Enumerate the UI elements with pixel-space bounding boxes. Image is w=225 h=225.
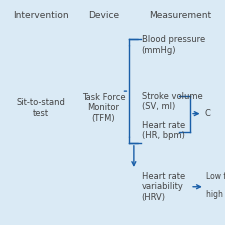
Text: Low fre: Low fre <box>206 172 225 181</box>
Text: Device: Device <box>88 11 119 20</box>
Text: Heart rate
variability
(HRV): Heart rate variability (HRV) <box>142 172 185 202</box>
Text: Blood pressure
(mmHg): Blood pressure (mmHg) <box>142 35 205 55</box>
Text: Heart rate
(HR, bpm): Heart rate (HR, bpm) <box>142 121 185 140</box>
Text: C: C <box>205 109 211 118</box>
Text: Measurement: Measurement <box>149 11 211 20</box>
Text: high fre: high fre <box>206 190 225 199</box>
Text: Sit-to-stand
test: Sit-to-stand test <box>16 98 65 118</box>
Text: Stroke volume
(SV, ml): Stroke volume (SV, ml) <box>142 92 202 111</box>
Text: Intervention: Intervention <box>13 11 68 20</box>
Text: Task Force
Monitor
(TFM): Task Force Monitor (TFM) <box>82 93 125 123</box>
